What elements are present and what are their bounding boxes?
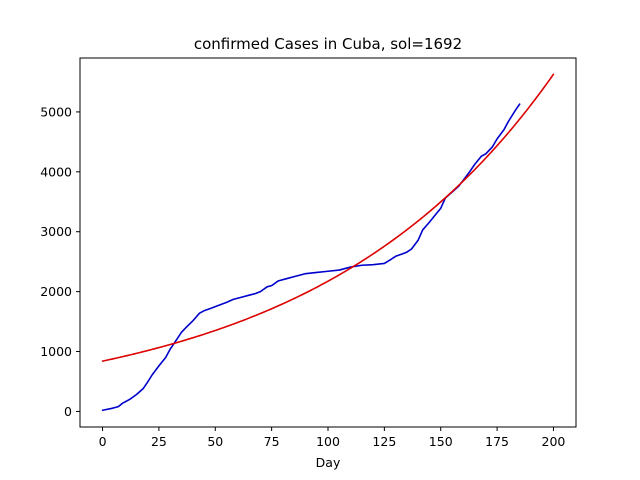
- y-tick-label: 0: [64, 404, 72, 419]
- fit-curve-line: [101, 73, 555, 362]
- x-tick-label: 150: [429, 434, 453, 449]
- y-tick-label: 3000: [40, 224, 72, 239]
- chart-title: confirmed Cases in Cuba, sol=1692: [194, 35, 462, 53]
- x-tick-label: 0: [99, 434, 107, 449]
- x-tick-label: 50: [207, 434, 223, 449]
- x-tick-label: 25: [151, 434, 167, 449]
- plot-frame: [79, 57, 577, 428]
- x-tick-label: 200: [542, 434, 566, 449]
- y-tick-label: 4000: [40, 164, 72, 179]
- y-tick-label: 2000: [40, 284, 72, 299]
- ticks-layer: 0 25 50 75 100 125 150 175 200010002000300040005…: [40, 104, 565, 449]
- x-tick-label: 100: [316, 434, 340, 449]
- y-tick-label: 5000: [40, 104, 72, 119]
- x-tick-label: 75: [264, 434, 280, 449]
- x-axis-label: Day: [316, 455, 341, 470]
- y-tick-label: 1000: [40, 344, 72, 359]
- x-tick-label: 175: [485, 434, 509, 449]
- x-tick-label: 125: [372, 434, 396, 449]
- series-layer: [101, 73, 555, 412]
